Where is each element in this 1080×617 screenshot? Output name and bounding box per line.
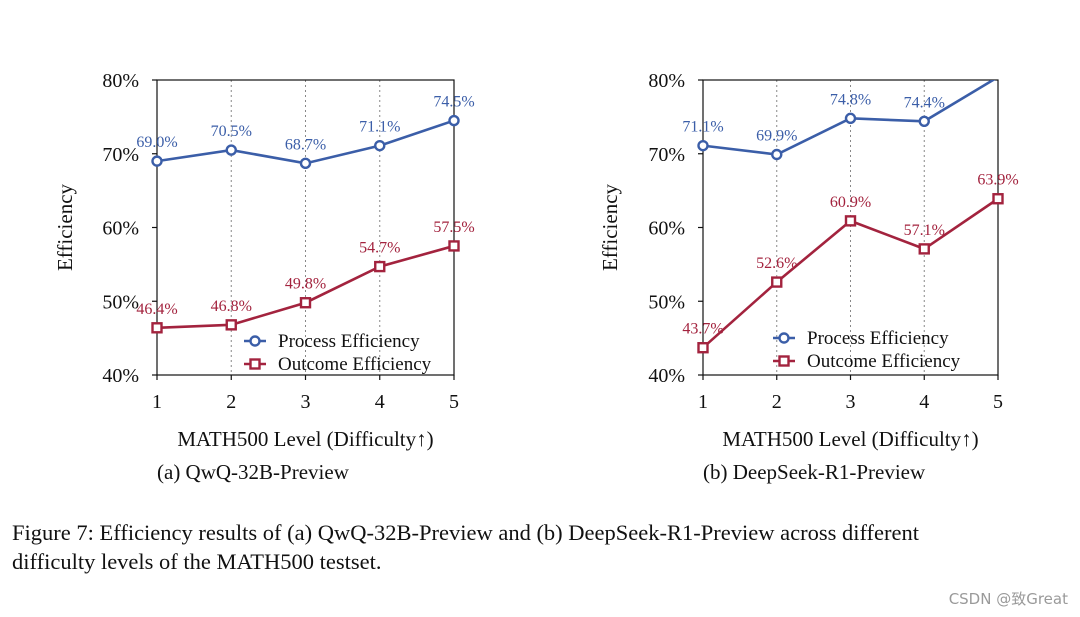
chart-b-subtitle: (b) DeepSeek-R1-Preview — [703, 460, 926, 484]
chart-deepseek-r1-preview: 40% 50% 60% 70% 80% 1 2 3 4 5 MATH500 Level (Diffi… — [598, 70, 1019, 484]
chart-a-series-0-point-3 — [374, 139, 386, 152]
chart-b-xtick-label: 5 — [993, 391, 1003, 413]
chart-b-legend-label-1: Outcome Efficiency — [807, 351, 961, 372]
chart-a-series-1-data-label: 46.8% — [211, 298, 252, 315]
chart-a-xlabel: MATH500 Level (Difficulty↑) — [177, 427, 433, 451]
chart-a-series-0-point-2 — [299, 157, 312, 170]
chart-b-ylabel: Efficiency — [598, 183, 622, 271]
chart-b-xlabel: MATH500 Level (Difficulty↑) — [722, 427, 978, 451]
chart-a-ytick-label: 70% — [102, 144, 139, 166]
chart-a-series-0-data-label: 74.5% — [433, 94, 474, 111]
chart-b-series-1-data-label: 43.7% — [682, 321, 723, 338]
chart-a-series-1-point-1 — [225, 319, 237, 331]
chart-a-legend-marker-1 — [249, 358, 261, 370]
chart-b-xtick-label: 4 — [919, 391, 929, 413]
chart-a-series-0-data-label: 70.5% — [211, 123, 252, 140]
chart-a-ytick-label: 50% — [102, 291, 139, 313]
chart-b-series-0-point-0 — [697, 139, 709, 152]
chart-b-series-1-point-2 — [844, 215, 857, 227]
chart-a-xtick-label: 4 — [375, 391, 385, 413]
chart-a-series-1-data-label: 54.7% — [359, 240, 400, 257]
chart-a-series-1-data-label: 49.8% — [285, 276, 326, 293]
chart-a-xtick-label: 3 — [301, 391, 311, 413]
chart-a-legend-label-1: Outcome Efficiency — [278, 354, 432, 375]
chart-b-series-0-data-label: 69.9% — [756, 127, 797, 144]
figure-caption: Figure 7: Efficiency results of (a) QwQ-… — [12, 518, 1072, 576]
chart-a-series-0-data-label: 71.1% — [359, 119, 400, 136]
chart-a-series-1-point-4 — [448, 240, 460, 252]
chart-a-xtick-label: 5 — [449, 391, 459, 413]
chart-qwq-32b-preview: 40% 50% 60% 70% 80% 1 2 3 4 5 MATH500 Level (Diffi… — [53, 70, 475, 484]
chart-b-xtick-label: 2 — [772, 391, 782, 413]
chart-a-ytick-label: 80% — [102, 70, 139, 92]
chart-b-ytick-label: 50% — [648, 291, 685, 313]
chart-b-ytick-label: 40% — [648, 365, 685, 387]
chart-b-ytick-label: 80% — [648, 70, 685, 92]
chart-a-series-1-data-label: 46.4% — [136, 301, 177, 318]
chart-a-series-1-data-label: 57.5% — [433, 219, 474, 236]
chart-b-series-0-point-2 — [844, 112, 857, 125]
chart-b-series-0-point-1 — [771, 148, 783, 161]
chart-a-subtitle: (a) QwQ-32B-Preview — [157, 460, 350, 484]
chart-b-legend-marker-0 — [778, 332, 790, 344]
chart-b-xtick-label: 3 — [846, 391, 856, 413]
chart-a-ytick-label: 60% — [102, 218, 139, 240]
caption-line-2: difficulty levels of the MATH500 testset… — [12, 549, 382, 574]
chart-a-series-0-point-0 — [151, 155, 163, 167]
chart-a-legend-marker-0 — [249, 335, 261, 347]
chart-a-series-0-point-4 — [448, 114, 460, 127]
chart-b-xtick-label: 1 — [698, 391, 708, 413]
chart-a-series-1-point-0 — [151, 322, 163, 334]
chart-a-ytick-label: 40% — [102, 365, 139, 387]
chart-a-series-0-data-label: 69.0% — [136, 134, 177, 151]
chart-a-ylabel: Efficiency — [53, 183, 77, 271]
chart-b-series-1-point-3 — [918, 243, 930, 255]
watermark: CSDN @致Great — [948, 590, 1068, 608]
chart-b-series-0-data-label: 71.1% — [682, 119, 723, 136]
chart-a-legend-label-0: Process Efficiency — [278, 331, 420, 352]
chart-b-series-0-point-3 — [918, 115, 930, 128]
chart-a-series-1-point-3 — [374, 260, 386, 273]
chart-a-series-1-point-2 — [299, 297, 312, 309]
chart-a-xtick-label: 2 — [226, 391, 236, 413]
chart-b-series-1-data-label: 57.1% — [904, 222, 945, 239]
chart-b-series-0-data-label: 74.4% — [904, 94, 945, 111]
chart-b-series-1-point-4 — [992, 193, 1004, 205]
chart-b-ytick-label: 60% — [648, 218, 685, 240]
caption-line-1: Figure 7: Efficiency results of (a) QwQ-… — [12, 520, 920, 545]
chart-b-series-1-data-label: 63.9% — [977, 172, 1018, 189]
chart-b-series-1-data-label: 52.6% — [756, 255, 797, 272]
chart-b-legend-marker-1 — [778, 355, 790, 367]
chart-b-series-1-data-label: 60.9% — [830, 194, 871, 211]
chart-b-series-1-point-1 — [771, 276, 783, 288]
chart-b-legend-label-0: Process Efficiency — [807, 328, 949, 349]
chart-a-xtick-label: 1 — [152, 391, 162, 413]
chart-b-ytick-label: 70% — [648, 144, 685, 166]
chart-b-series-0-data-label: 74.8% — [830, 91, 871, 108]
chart-a-series-0-data-label: 68.7% — [285, 136, 326, 153]
chart-a-series-0-point-1 — [225, 144, 237, 156]
chart-b-series-1-point-0 — [697, 342, 709, 354]
